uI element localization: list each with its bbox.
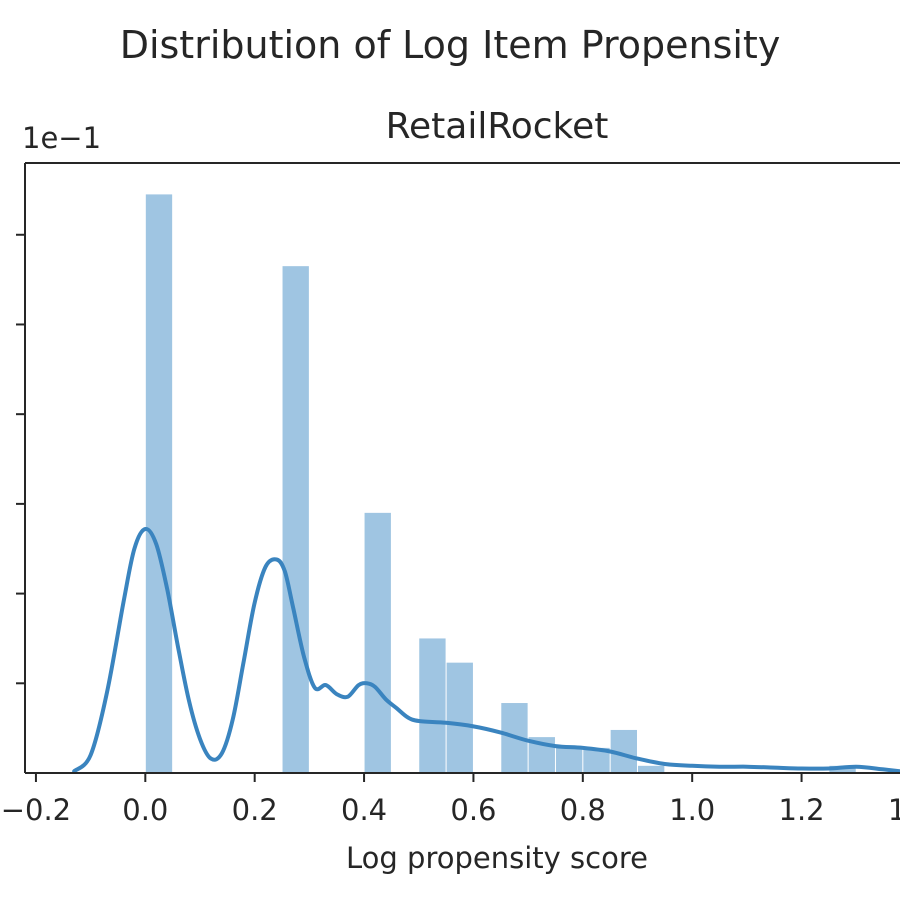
kde-curve: [72, 526, 900, 774]
histogram-bar-7: [555, 747, 583, 773]
x-tick-label: 0.6: [450, 793, 496, 827]
histogram-bar-1: [282, 266, 309, 773]
axes-frame: [24, 162, 900, 774]
x-tick-label: 1.2: [779, 793, 825, 827]
histogram-bar-2: [364, 512, 391, 773]
x-tick-label: 1.0: [669, 793, 715, 827]
histogram-bar-4: [446, 662, 473, 773]
y-axis-ticks: [16, 233, 25, 685]
x-tick-label: 0.0: [122, 793, 168, 827]
x-tick-label: 1.4: [888, 793, 900, 827]
histogram-bars: [145, 194, 856, 773]
x-tick-label: 0.2: [232, 793, 278, 827]
x-tick-label: 0.8: [560, 793, 606, 827]
chart-title: RetailRocket: [386, 106, 609, 147]
x-tick-label: −0.2: [1, 793, 71, 827]
y-offset-label: 1e−1: [22, 121, 101, 155]
x-axis-ticks: −0.2 0.0 0.2 0.4 0.6 0.8 1.0 1.2 1.4: [1, 773, 900, 827]
histogram-bar-0: [145, 194, 173, 773]
histogram-bar-3: [419, 638, 446, 773]
histogram-bar-10: [638, 765, 665, 773]
x-axis-label: Log propensity score: [346, 841, 648, 875]
chart-suptitle: Distribution of Log Item Propensity: [120, 23, 781, 67]
x-tick-label: 0.4: [341, 793, 387, 827]
